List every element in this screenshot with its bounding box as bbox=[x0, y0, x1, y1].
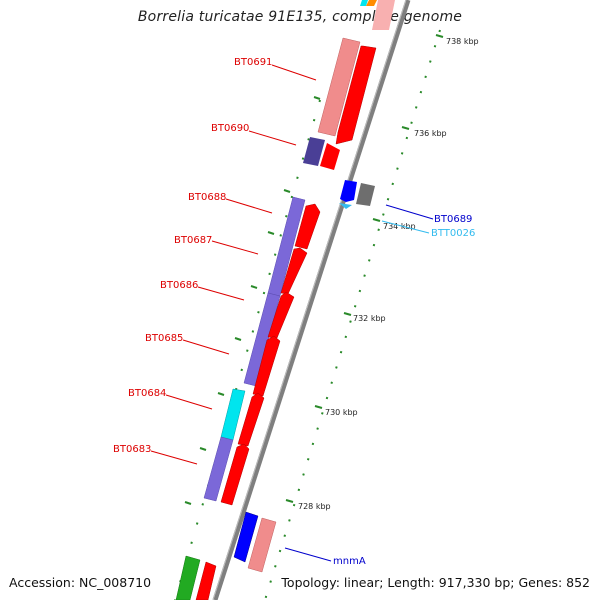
left-dash-markers bbox=[184, 96, 321, 505]
outer-feature-track bbox=[174, 99, 321, 600]
gene-bt0683-reverse[interactable] bbox=[203, 436, 234, 502]
scale-tick-label: 734 kbp bbox=[383, 222, 416, 231]
gene-label-bt0690[interactable]: BT0690 bbox=[211, 123, 249, 134]
gene-cyan-partial[interactable] bbox=[360, 0, 368, 6]
scale-track bbox=[264, 29, 441, 600]
gene-label-bt0687[interactable]: BT0687 bbox=[174, 235, 212, 246]
gene-bt0690-forward[interactable] bbox=[320, 143, 340, 170]
gene-label-bt0688[interactable]: BT0688 bbox=[188, 192, 226, 203]
gene-bt0685-forward[interactable] bbox=[252, 335, 281, 397]
gene-orange-partial[interactable] bbox=[366, 0, 377, 6]
scale-tick-label: 732 kbp bbox=[353, 314, 386, 323]
scale-tick-mark bbox=[372, 218, 381, 222]
gene-bt0690-dark[interactable] bbox=[303, 137, 325, 166]
label-leader-lines bbox=[150, 64, 434, 562]
genome-backbone-highlight bbox=[212, 0, 407, 600]
scale-tick-label: 736 kbp bbox=[414, 129, 447, 138]
gene-blue-mnma-left[interactable] bbox=[233, 511, 259, 563]
gene-label-bt0689[interactable]: BT0689 bbox=[434, 214, 472, 225]
gene-label-bt0683[interactable]: BT0683 bbox=[113, 444, 151, 455]
gene-label-mnma[interactable]: mnmA bbox=[333, 556, 366, 567]
scale-tick-label: 730 kbp bbox=[325, 408, 358, 417]
gene-label-bt0684[interactable]: BT0684 bbox=[128, 388, 166, 399]
gene-bt0691-forward[interactable] bbox=[335, 45, 377, 145]
gene-mnma[interactable] bbox=[247, 517, 277, 573]
gene-label-bt0691[interactable]: BT0691 bbox=[234, 57, 272, 68]
gene-gray-small[interactable] bbox=[356, 183, 375, 206]
gene-bt0687-forward[interactable] bbox=[280, 247, 308, 295]
scale-tick-mark bbox=[401, 126, 410, 130]
gene-bt0688-forward[interactable] bbox=[294, 203, 321, 250]
scale-tick-mark bbox=[314, 405, 323, 409]
genome-summary-text: Topology: linear; Length: 917,330 bp; Ge… bbox=[281, 575, 590, 590]
gene-bt0689[interactable] bbox=[340, 180, 357, 202]
gene-label-bt0685[interactable]: BT0685 bbox=[145, 333, 183, 344]
scale-tick-mark bbox=[285, 499, 294, 503]
gene-red-bottom[interactable] bbox=[195, 561, 217, 600]
gene-green-bottom[interactable] bbox=[175, 555, 201, 600]
gene-bt0686-forward[interactable] bbox=[267, 291, 295, 339]
accession-text: Accession: NC_008710 bbox=[9, 575, 152, 590]
scale-tick-label: 728 kbp bbox=[298, 502, 331, 511]
gene-bt0691-reverse[interactable] bbox=[317, 37, 361, 137]
scale-tick-label: 738 kbp bbox=[446, 37, 479, 46]
gene-label-bt0686[interactable]: BT0686 bbox=[160, 280, 198, 291]
gene-pink-partial[interactable] bbox=[372, 0, 395, 30]
gene-bt0683-forward[interactable] bbox=[220, 443, 250, 506]
gene-label-btt0026[interactable]: BTT0026 bbox=[431, 228, 475, 239]
genome-backbone bbox=[212, 0, 411, 600]
gene-bt0684-forward[interactable] bbox=[237, 392, 265, 447]
scale-tick-mark bbox=[435, 34, 444, 38]
scale-tick-mark bbox=[343, 312, 352, 316]
gene-btt0026[interactable] bbox=[339, 203, 352, 209]
